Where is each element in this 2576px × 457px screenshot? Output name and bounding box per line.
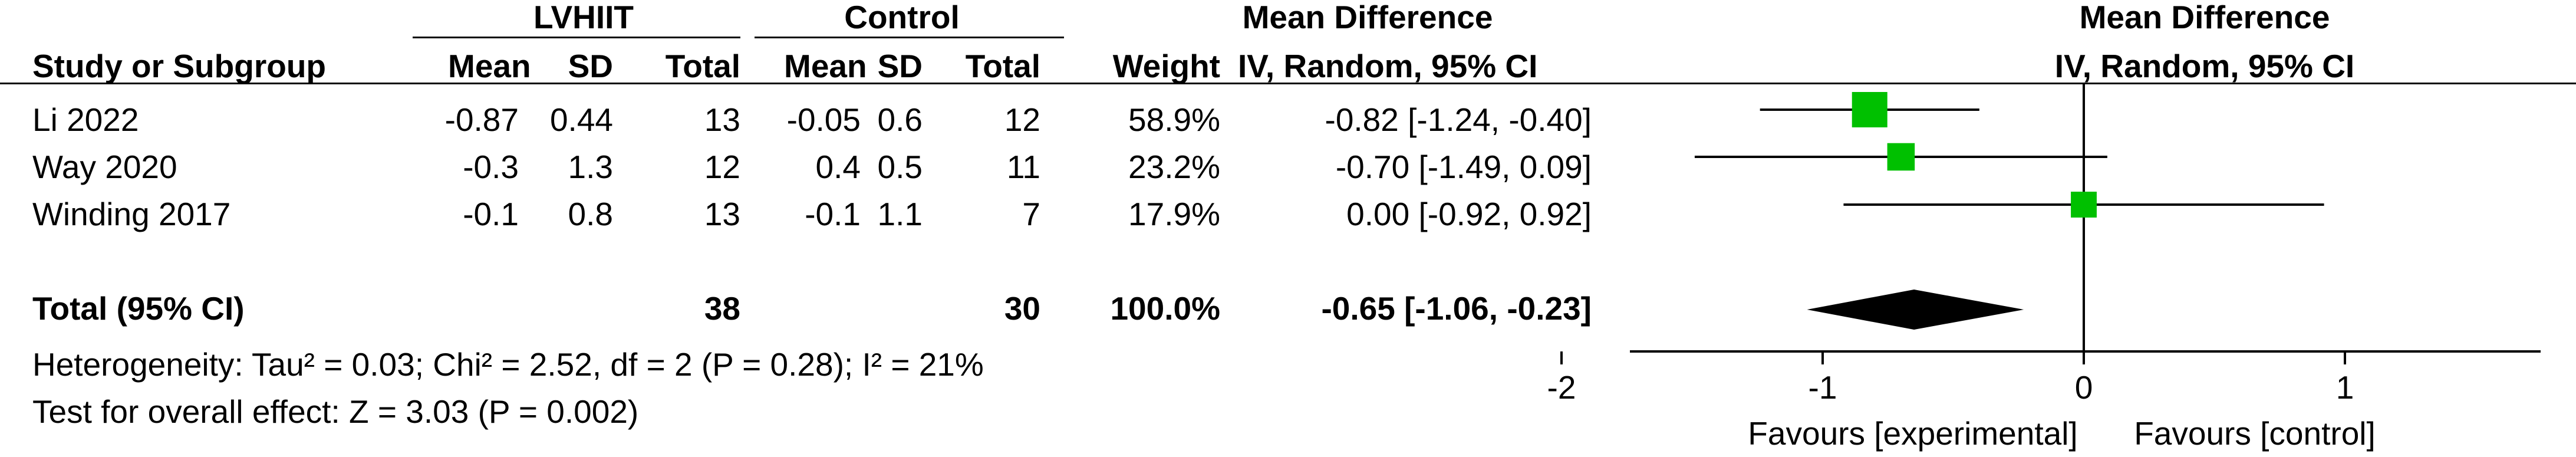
experimental-group-rule <box>413 37 740 38</box>
heterogeneity-stat: Heterogeneity: Tau² = 0.03; Chi² = 2.52,… <box>32 346 984 383</box>
weight: 17.9% <box>1128 196 1220 232</box>
study-marker <box>1887 143 1915 171</box>
ctrl-sd: 1.1 <box>877 196 923 232</box>
study-name: Winding 2017 <box>32 196 231 232</box>
col-header-plot-method: IV, Random, 95% CI <box>2054 48 2355 84</box>
favours-right-label: Favours [control] <box>2134 415 2376 452</box>
favours-left-label: Favours [experimental] <box>1748 415 2077 452</box>
total-ci-text: -0.65 [-1.06, -0.23] <box>1321 290 1592 327</box>
ctrl-total: 11 <box>1006 149 1040 185</box>
x-axis-tick-label: -1 <box>1809 369 1837 406</box>
ctrl-mean: -0.05 <box>786 101 861 138</box>
ctrl-total: 7 <box>1022 196 1040 232</box>
exp-sd: 1.3 <box>568 149 613 185</box>
ctrl-total: 12 <box>1004 101 1040 138</box>
ctrl-sd: 0.6 <box>877 101 923 138</box>
exp-total: 13 <box>704 196 740 232</box>
header-rule <box>0 83 2576 84</box>
effect-group-header: Mean Difference <box>1242 0 1493 35</box>
experimental-group-header: LVHIIT <box>533 0 634 35</box>
pooled-diamond <box>1807 290 2024 330</box>
col-header-exp-mean: Mean <box>448 48 531 84</box>
study-name: Li 2022 <box>32 101 139 138</box>
ci-text: -0.82 [-1.24, -0.40] <box>1325 101 1592 138</box>
study-name: Way 2020 <box>32 149 177 185</box>
exp-mean: -0.87 <box>444 101 519 138</box>
study-marker <box>1852 92 1887 127</box>
ci-text: -0.70 [-1.49, 0.09] <box>1335 149 1592 185</box>
total-weight: 100.0% <box>1110 290 1220 327</box>
col-header-ctrl-mean: Mean <box>784 48 867 84</box>
control-group-header: Control <box>844 0 960 35</box>
x-axis-tick-label: 0 <box>2075 369 2093 406</box>
ci-text: 0.00 [-0.92, 0.92] <box>1346 196 1592 232</box>
exp-sd: 0.44 <box>549 101 613 138</box>
ctrl-sd: 0.5 <box>877 149 923 185</box>
ctrl-mean: -0.1 <box>805 196 861 232</box>
ctrl-mean: 0.4 <box>815 149 861 185</box>
total-ctrl: 30 <box>1004 290 1040 327</box>
exp-mean: -0.3 <box>463 149 519 185</box>
weight: 58.9% <box>1128 101 1220 138</box>
col-header-weight: Weight <box>1112 48 1220 84</box>
x-axis-tick-label: -2 <box>1547 369 1576 406</box>
col-header-effect-method: IV, Random, 95% CI <box>1238 48 1538 84</box>
exp-total: 12 <box>704 149 740 185</box>
overall-effect-stat: Test for overall effect: Z = 3.03 (P = 0… <box>32 393 639 430</box>
total-label: Total (95% CI) <box>32 290 245 327</box>
exp-sd: 0.8 <box>568 196 613 232</box>
exp-total: 13 <box>704 101 740 138</box>
col-header-ctrl-sd: SD <box>877 48 923 84</box>
weight: 23.2% <box>1128 149 1220 185</box>
x-axis-tick-label: 1 <box>2336 369 2354 406</box>
total-exp: 38 <box>704 290 740 327</box>
exp-mean: -0.1 <box>463 196 519 232</box>
col-header-exp-sd: SD <box>568 48 613 84</box>
study-marker <box>2071 192 2097 218</box>
col-header-study: Study or Subgroup <box>32 48 327 84</box>
control-group-rule <box>755 37 1064 38</box>
col-header-ctrl-total: Total <box>965 48 1040 84</box>
plot-group-header: Mean Difference <box>2079 0 2330 35</box>
col-header-exp-total: Total <box>665 48 740 84</box>
